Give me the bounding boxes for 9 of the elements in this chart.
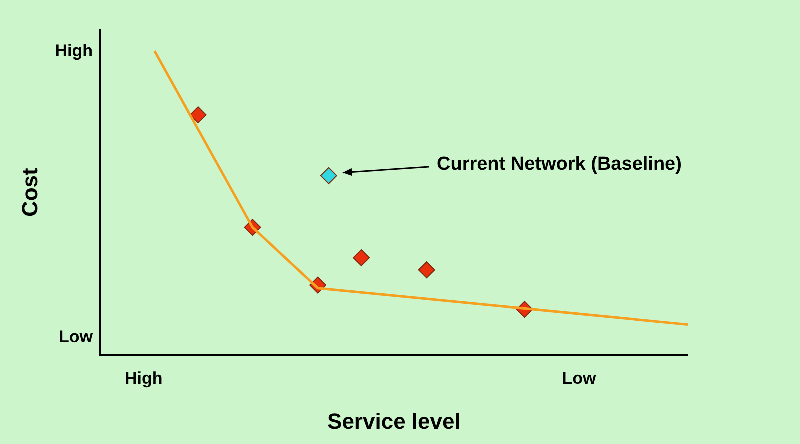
point <box>353 249 370 266</box>
text: Low <box>59 328 94 347</box>
point <box>320 167 338 184</box>
annotation: Current Network (Baseline) <box>437 154 682 176</box>
y-axis-title: Cost <box>17 167 42 218</box>
x-axis-title: Service level <box>328 408 461 434</box>
point <box>418 262 436 279</box>
text: High <box>55 42 93 61</box>
point <box>190 106 207 124</box>
